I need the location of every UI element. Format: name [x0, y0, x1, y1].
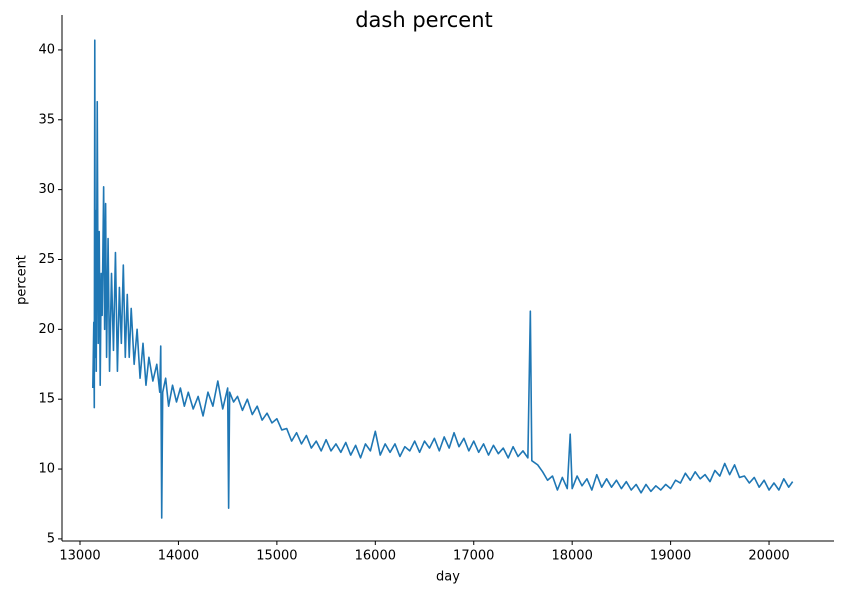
chart-title: dash percent	[355, 8, 493, 32]
x-tick-label: 16000	[355, 549, 396, 564]
y-axis-label: percent	[15, 255, 30, 305]
x-tick-label: 13000	[59, 549, 100, 564]
x-tick-label: 19000	[650, 549, 691, 564]
x-tick-label: 17000	[453, 549, 494, 564]
y-tick-label: 30	[38, 182, 55, 197]
x-tick-label: 14000	[158, 549, 199, 564]
x-tick-label: 20000	[748, 549, 789, 564]
y-tick-label: 25	[38, 252, 55, 267]
data-line	[92, 39, 794, 519]
x-tick-label: 18000	[551, 549, 592, 564]
y-tick-label: 35	[38, 112, 55, 127]
y-tick-label: 15	[38, 392, 55, 407]
y-tick-label: 40	[38, 42, 55, 57]
x-tick-label: 15000	[256, 549, 297, 564]
y-tick-label: 20	[38, 322, 55, 337]
x-axis-label: day	[436, 570, 460, 585]
y-tick-label: 5	[47, 531, 55, 546]
y-tick-label: 10	[38, 462, 55, 477]
